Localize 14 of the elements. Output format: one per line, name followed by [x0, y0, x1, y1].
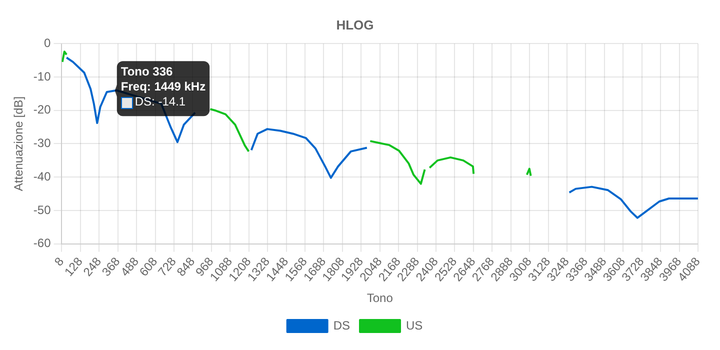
y-tick-label: -10 — [33, 69, 52, 84]
y-tick-label: -60 — [33, 236, 52, 250]
legend-label: DS — [333, 318, 350, 332]
y-tick-label: -20 — [33, 102, 52, 117]
y-axis-title: Attenuazione [dB] — [12, 96, 26, 192]
annotation: Tono 336 Freq: 1449 kHz DS: -14.1 — [120, 64, 206, 108]
chart-title: HLOG — [336, 17, 374, 32]
x-axis-title: Tono — [366, 291, 394, 306]
y-tick-label: 0 — [44, 36, 52, 50]
y-tick-label: -40 — [33, 169, 52, 184]
y-tick-label: -30 — [33, 136, 52, 150]
legend-label: US — [406, 318, 423, 332]
x-tick-label: 368 — [99, 254, 123, 279]
y-tick-label: -50 — [33, 202, 52, 217]
